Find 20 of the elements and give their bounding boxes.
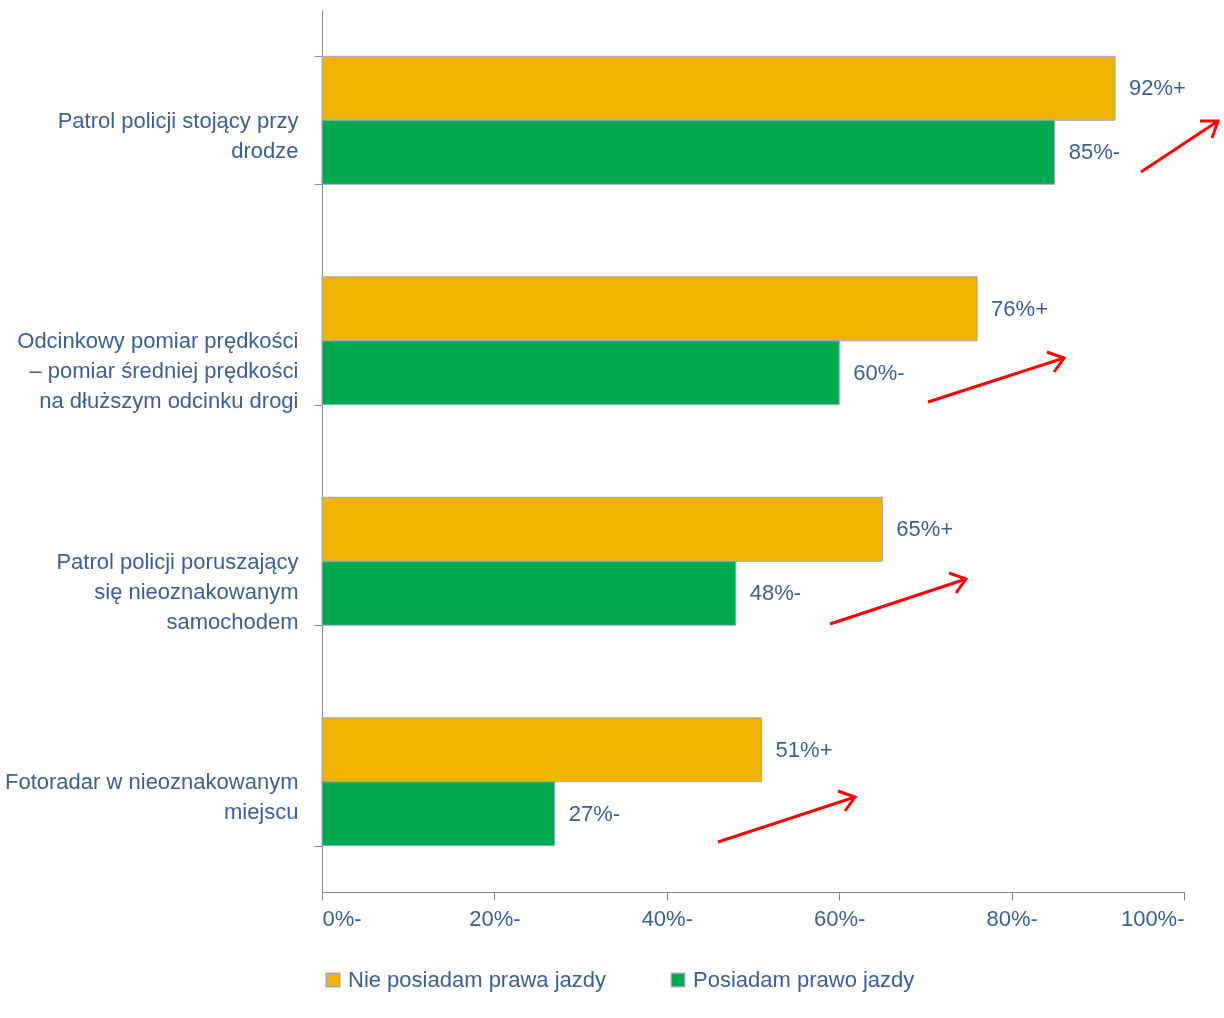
- x-tick-label: 20%-: [469, 905, 521, 931]
- data-label: 27%-: [568, 800, 621, 826]
- data-label: 92%+: [1129, 75, 1186, 101]
- y-tick-label: Fotoradar w nieoznakowanym miejscu: [5, 769, 299, 825]
- data-label: 85%-: [1068, 139, 1121, 165]
- y-tick-label: Patrol policji poruszający się nieoznakowanym samochodem: [56, 548, 299, 634]
- data-label: 76%+: [991, 295, 1049, 321]
- legend-label: Posiadam prawo jazdy: [693, 967, 915, 992]
- x-tick-label: 100%-: [1120, 905, 1185, 931]
- data-label: 48%-: [749, 580, 802, 606]
- x-tick-label: 40%-: [641, 905, 693, 931]
- data-label: 51%+: [775, 736, 833, 762]
- y-tick-label: Odcinkowy pomiar prędkości – pomiar średniej prędkości na dłuższym odcinku drogi: [17, 328, 299, 414]
- x-tick-label: 0%-: [322, 905, 362, 931]
- x-tick-label: 80%-: [986, 905, 1038, 931]
- data-label: 65%+: [896, 516, 954, 542]
- data-label: 60%-: [853, 359, 905, 385]
- x-tick-label: 60%-: [814, 905, 866, 931]
- y-tick-label: Patrol policji stojący przy drodze: [57, 107, 299, 163]
- legend-label: Nie posiadam prawa jazdy: [348, 967, 607, 992]
